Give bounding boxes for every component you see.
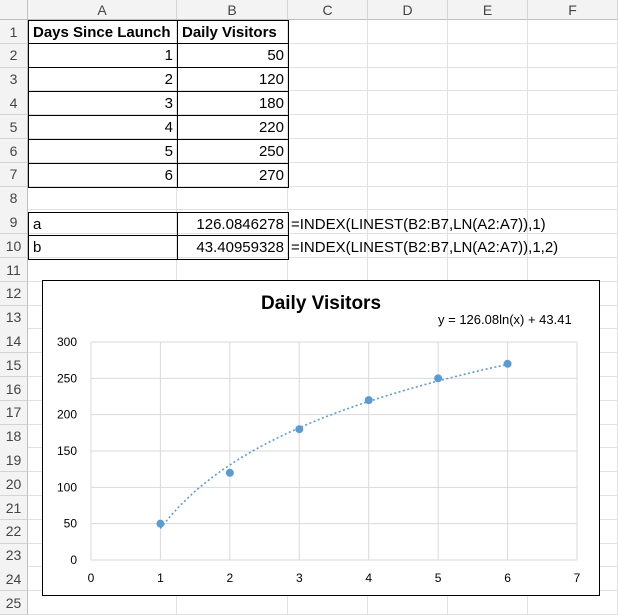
row-header-7[interactable]: 7 (0, 162, 28, 187)
y-tick-label: 250 (57, 371, 77, 385)
row-header-23[interactable]: 23 (0, 543, 28, 568)
data-point (156, 519, 165, 528)
row-header-4[interactable]: 4 (0, 91, 28, 116)
x-tick-label: 4 (365, 571, 372, 585)
column-header-d[interactable]: D (368, 0, 448, 20)
trendline (159, 363, 508, 529)
gridline-horizontal (28, 257, 618, 258)
column-header-b[interactable]: B (177, 0, 288, 20)
trendline-equation: y = 126.08ln(x) + 43.41 (438, 312, 572, 327)
column-header-a[interactable]: A (28, 0, 177, 20)
y-tick-label: 200 (57, 408, 77, 422)
label-b[interactable]: b (28, 235, 178, 260)
x-tick-label: 5 (435, 571, 442, 585)
x-tick-label: 1 (157, 571, 164, 585)
x-tick-label: 7 (574, 571, 581, 585)
row-header-6[interactable]: 6 (0, 139, 28, 163)
gridline-horizontal (28, 233, 618, 235)
x-tick-label: 2 (227, 571, 234, 585)
cell-days[interactable]: 4 (28, 115, 178, 140)
row-header-24[interactable]: 24 (0, 567, 28, 592)
column-header-c[interactable]: C (288, 0, 368, 20)
chart-plot: 0 50 100 150 200 250 300 0 1 2 3 4 5 6 7 (57, 335, 581, 585)
cell-visitors[interactable]: 120 (177, 67, 289, 92)
row-header-10[interactable]: 10 (0, 234, 28, 259)
data-point (364, 396, 373, 405)
cell-visitors[interactable]: 50 (177, 43, 289, 68)
y-tick-label: 300 (57, 335, 77, 349)
gridline-horizontal (28, 90, 618, 92)
cell-visitors[interactable]: 270 (177, 163, 289, 188)
gridline-horizontal (28, 185, 618, 187)
select-all-corner[interactable] (0, 0, 28, 20)
gridline-horizontal (28, 114, 618, 116)
formula-b[interactable]: =INDEX(LINEST(B2:B7,LN(A2:A7)),1,2) (291, 239, 559, 256)
x-tick-label: 6 (504, 571, 511, 585)
row-header-19[interactable]: 19 (0, 448, 28, 473)
cell-days[interactable]: 2 (28, 67, 178, 92)
cell-days[interactable]: 5 (28, 139, 178, 164)
chart-title: Daily Visitors (260, 293, 382, 314)
row-header-8[interactable]: 8 (0, 186, 28, 211)
x-tick-label: 0 (88, 571, 95, 585)
row-header-18[interactable]: 18 (0, 424, 28, 449)
data-point (295, 425, 304, 434)
row-header-22[interactable]: 22 (0, 519, 28, 544)
row-header-15[interactable]: 15 (0, 353, 28, 378)
header-days[interactable]: Days Since Launch (28, 20, 178, 44)
row-header-25[interactable]: 25 (0, 591, 28, 615)
value-b[interactable]: 43.40959328 (177, 235, 289, 260)
row-header-3[interactable]: 3 (0, 67, 28, 92)
row-header-16[interactable]: 16 (0, 377, 28, 401)
gridline-horizontal (28, 161, 618, 163)
gridline-horizontal (28, 66, 618, 68)
row-header-5[interactable]: 5 (0, 115, 28, 140)
data-point (434, 374, 443, 383)
gridline-horizontal (28, 138, 618, 139)
row-header-1[interactable]: 1 (0, 20, 28, 44)
data-point (225, 468, 234, 477)
gridline-horizontal (28, 209, 618, 211)
y-tick-label: 0 (70, 553, 77, 567)
data-point (503, 359, 512, 368)
row-header-14[interactable]: 14 (0, 329, 28, 354)
column-header-f[interactable]: F (528, 0, 618, 20)
cell-visitors[interactable]: 220 (177, 115, 289, 140)
scatter-chart[interactable]: Daily Visitors y = 126.08ln(x) + 43.41 0… (42, 280, 600, 596)
x-tick-label: 3 (296, 571, 303, 585)
cell-days[interactable]: 1 (28, 43, 178, 68)
cell-visitors[interactable]: 180 (177, 91, 289, 116)
row-header-20[interactable]: 20 (0, 472, 28, 497)
row-header-2[interactable]: 2 (0, 43, 28, 68)
column-header-e[interactable]: E (448, 0, 528, 20)
row-header-11[interactable]: 11 (0, 258, 28, 282)
row-header-9[interactable]: 9 (0, 210, 28, 235)
cell-days[interactable]: 6 (28, 163, 178, 188)
gridline-horizontal (28, 42, 618, 44)
value-a[interactable]: 126.0846278 (177, 212, 289, 236)
header-visitors[interactable]: Daily Visitors (177, 20, 289, 44)
row-header-17[interactable]: 17 (0, 400, 28, 425)
formula-a[interactable]: =INDEX(LINEST(B2:B7,LN(A2:A7)),1) (291, 215, 546, 233)
y-tick-label: 100 (57, 480, 77, 494)
cell-visitors[interactable]: 250 (177, 139, 289, 164)
row-header-12[interactable]: 12 (0, 281, 28, 306)
cell-days[interactable]: 3 (28, 91, 178, 116)
y-tick-label: 150 (57, 444, 77, 458)
row-header-13[interactable]: 13 (0, 305, 28, 330)
row-header-21[interactable]: 21 (0, 496, 28, 520)
y-tick-label: 50 (64, 517, 78, 531)
label-a[interactable]: a (28, 212, 178, 236)
